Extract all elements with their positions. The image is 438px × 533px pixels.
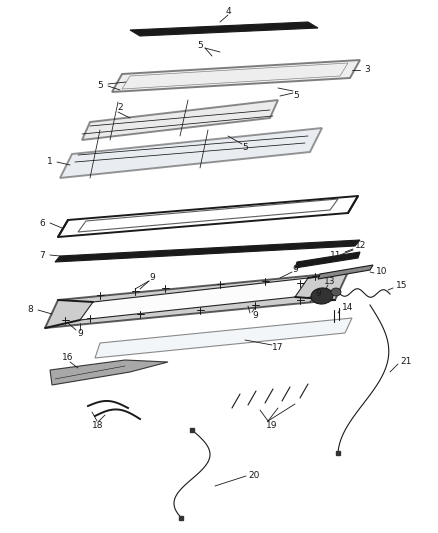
Text: 14: 14 <box>342 303 353 312</box>
Text: 8: 8 <box>27 305 33 314</box>
Text: 2: 2 <box>117 103 123 112</box>
Text: 3: 3 <box>364 66 370 75</box>
Polygon shape <box>80 278 308 320</box>
Text: 9: 9 <box>292 265 298 274</box>
Text: 9: 9 <box>149 273 155 282</box>
Text: 5: 5 <box>197 41 203 50</box>
Text: 4: 4 <box>225 6 231 15</box>
Text: 9: 9 <box>77 328 83 337</box>
Text: 16: 16 <box>62 353 74 362</box>
Text: 7: 7 <box>39 251 45 260</box>
Polygon shape <box>50 360 168 385</box>
Text: 13: 13 <box>324 278 336 287</box>
Text: 19: 19 <box>266 421 278 430</box>
Text: 1: 1 <box>47 157 53 166</box>
Text: 6: 6 <box>39 219 45 228</box>
Text: 5: 5 <box>293 91 299 100</box>
Text: 12: 12 <box>355 241 366 251</box>
Polygon shape <box>82 100 278 140</box>
Text: 17: 17 <box>272 343 284 352</box>
Text: 21: 21 <box>400 358 411 367</box>
Text: 9: 9 <box>252 311 258 319</box>
Text: 10: 10 <box>376 268 388 277</box>
Polygon shape <box>95 318 352 358</box>
Ellipse shape <box>311 288 333 304</box>
Polygon shape <box>130 22 318 36</box>
Text: 5: 5 <box>97 82 103 91</box>
Polygon shape <box>45 272 348 328</box>
Text: 9: 9 <box>315 288 321 297</box>
Ellipse shape <box>331 288 341 296</box>
Polygon shape <box>295 252 360 268</box>
Polygon shape <box>60 128 322 178</box>
Polygon shape <box>112 60 360 92</box>
Polygon shape <box>318 265 373 279</box>
Text: 20: 20 <box>248 471 259 480</box>
Polygon shape <box>55 240 360 262</box>
Text: 15: 15 <box>396 281 407 290</box>
Text: 5: 5 <box>242 143 248 152</box>
Text: 11: 11 <box>330 252 342 261</box>
Text: 18: 18 <box>92 421 104 430</box>
